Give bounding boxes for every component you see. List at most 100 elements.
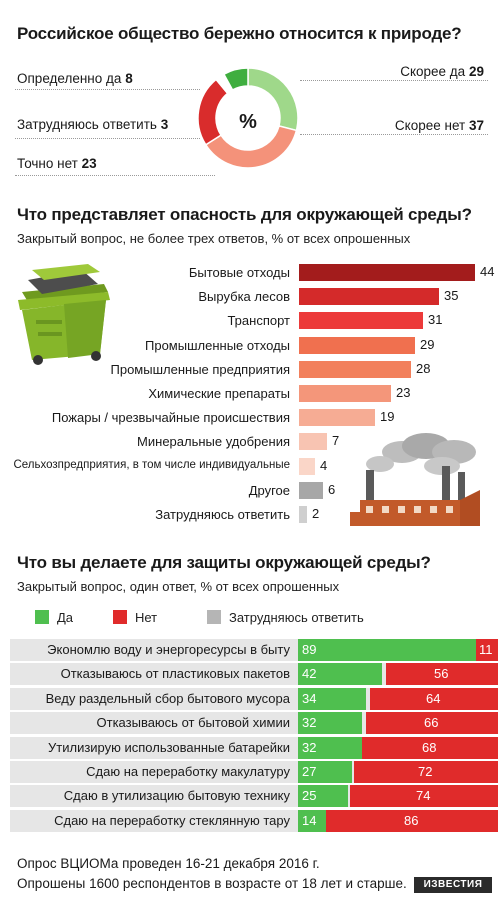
yes-bar xyxy=(298,639,476,661)
protection-row: Отказываюсь от бытовой химии 32 66 xyxy=(10,712,498,735)
no-bar xyxy=(476,639,498,661)
no-value: 66 xyxy=(424,715,439,731)
donut-label-definitely-yes: Определенно да 8 xyxy=(17,71,133,86)
yes-value: 42 xyxy=(302,666,317,682)
donut-label-rather-no: Скорее нет 37 xyxy=(394,118,484,133)
danger-row: Промышленные предприятия 28 xyxy=(0,359,500,381)
protection-label: Сдаю в утилизацию бытовую технику xyxy=(63,788,290,804)
section2-title: Что представляет опасность для окружающе… xyxy=(17,205,472,224)
danger-row: Другое 6 xyxy=(0,480,500,502)
danger-bar xyxy=(299,433,327,451)
protection-row: Утилизирую использованные батарейки 32 68 xyxy=(10,736,498,759)
trash-bin-icon xyxy=(18,264,110,365)
yes-bar xyxy=(298,761,352,783)
danger-label: Сельхозпредприятия, в том числе индивиду… xyxy=(13,458,290,471)
danger-bar xyxy=(299,481,323,499)
legend-swatch-unsure xyxy=(207,610,221,624)
leader-line xyxy=(15,138,200,139)
no-value: 74 xyxy=(416,788,431,804)
danger-value: 2 xyxy=(312,506,320,521)
section3-subtitle: Закрытый вопрос, один ответ, % от всех о… xyxy=(17,579,340,594)
leader-line xyxy=(15,175,215,176)
legend-swatch-yes xyxy=(35,610,49,624)
yes-bar xyxy=(298,736,362,759)
danger-label: Промышленные отходы xyxy=(145,337,290,353)
danger-label: Пожары / чрезвычайные происшествия xyxy=(51,410,290,426)
donut-label-rather-yes: Скорее да 29 xyxy=(400,64,484,79)
leader-line xyxy=(15,89,200,90)
yes-value: 32 xyxy=(302,739,317,755)
danger-row: Транспорт 31 xyxy=(0,310,500,332)
no-bar xyxy=(350,785,498,808)
danger-row: Затрудняюсь ответить 2 xyxy=(0,504,500,526)
leader-line xyxy=(300,80,488,81)
danger-label: Транспорт xyxy=(227,313,290,329)
danger-bar xyxy=(299,288,439,306)
protection-row: Сдаю на переработку стеклянную тару 14 86 xyxy=(10,809,498,832)
danger-value: 19 xyxy=(380,409,395,425)
danger-value: 44 xyxy=(480,264,495,279)
danger-value: 6 xyxy=(328,481,336,497)
no-bar xyxy=(326,809,498,832)
footer-line1: Опрос ВЦИОМа проведен 16-21 декабря 2016… xyxy=(17,856,320,871)
yes-bar xyxy=(298,687,366,710)
danger-label: Другое xyxy=(248,482,290,498)
protection-label: Сдаю на переработку стеклянную тару xyxy=(54,812,290,828)
danger-row: Вырубка лесов 35 xyxy=(0,286,500,308)
yes-bar xyxy=(298,809,326,832)
no-bar xyxy=(354,761,498,783)
protection-label: Сдаю на переработку макулатуру xyxy=(86,764,290,779)
no-bar xyxy=(362,736,498,759)
donut-slice xyxy=(197,78,229,146)
protection-label: Утилизирую использованные батарейки xyxy=(48,739,290,755)
footer-line2: Опрошены 1600 респондентов в возрасте от… xyxy=(17,876,407,891)
protection-label: Отказываюсь от бытовой химии xyxy=(96,715,290,731)
legend-swatch-no xyxy=(113,610,127,624)
danger-row: Бытовые отходы 44 xyxy=(0,262,500,284)
danger-bar xyxy=(299,506,307,523)
danger-value: 4 xyxy=(320,457,328,473)
danger-bar xyxy=(299,409,375,427)
danger-bar xyxy=(299,336,415,354)
protection-row: Отказываюсь от пластиковых пакетов 42 56 xyxy=(10,663,498,686)
no-value: 11 xyxy=(479,642,493,657)
donut-center-symbol: % xyxy=(239,111,257,133)
protection-label: Отказываюсь от пластиковых пакетов xyxy=(60,666,290,682)
yes-value: 34 xyxy=(302,690,317,706)
danger-row: Химические препараты 23 xyxy=(0,383,500,405)
danger-label: Промышленные предприятия xyxy=(110,361,291,377)
yes-bar xyxy=(298,785,348,808)
protection-label: Экономлю воду и энергоресурсы в быту xyxy=(47,642,290,657)
danger-value: 29 xyxy=(420,336,435,352)
no-bar xyxy=(366,712,498,735)
danger-label: Минеральные удобрения xyxy=(137,434,290,450)
danger-row: Пожары / чрезвычайные происшествия 19 xyxy=(0,407,500,429)
leader-line xyxy=(300,134,488,135)
yes-bar xyxy=(298,712,362,735)
danger-value: 28 xyxy=(416,360,431,376)
no-value: 56 xyxy=(434,666,449,682)
legend-label-unsure: Затрудняюсь ответить xyxy=(229,610,364,625)
yes-value: 25 xyxy=(302,788,317,804)
yes-value: 27 xyxy=(302,764,317,779)
no-value: 72 xyxy=(418,764,433,779)
protection-row: Экономлю воду и энергоресурсы в быту 89 11 xyxy=(10,639,498,661)
danger-value: 35 xyxy=(444,288,459,304)
section2-subtitle: Закрытый вопрос, не более трех ответов, … xyxy=(17,231,411,246)
no-bar xyxy=(370,687,498,710)
no-value: 86 xyxy=(404,812,419,828)
danger-label: Вырубка лесов xyxy=(198,289,290,305)
yes-value: 14 xyxy=(302,812,317,828)
yes-value: 32 xyxy=(302,715,317,731)
no-value: 68 xyxy=(422,739,437,755)
section1-title: Российское общество бережно относится к … xyxy=(17,24,462,43)
danger-value: 7 xyxy=(332,433,340,449)
danger-label: Затрудняюсь ответить xyxy=(155,507,290,522)
section3-title: Что вы делаете для защиты окружающей сре… xyxy=(17,553,431,572)
danger-row: Сельхозпредприятия, в том числе индивиду… xyxy=(0,456,500,478)
danger-value: 31 xyxy=(428,312,443,328)
yes-value: 89 xyxy=(302,642,317,657)
danger-bar xyxy=(299,360,411,378)
danger-bar xyxy=(299,264,475,281)
donut-slice xyxy=(222,67,249,91)
